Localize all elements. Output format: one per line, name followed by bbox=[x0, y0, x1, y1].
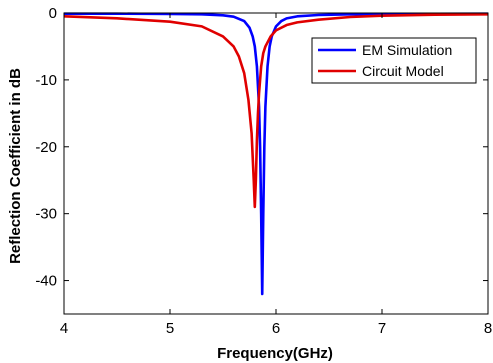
x-tick-label: 6 bbox=[272, 320, 280, 337]
y-tick-label: -40 bbox=[35, 273, 57, 290]
x-tick-label: 4 bbox=[60, 320, 68, 337]
x-tick-label: 7 bbox=[378, 320, 386, 337]
legend-box bbox=[311, 37, 477, 84]
x-tick-label: 5 bbox=[166, 320, 174, 337]
x-tick-label: 8 bbox=[484, 320, 492, 337]
x-axis-label: Frequency(GHz) bbox=[217, 345, 333, 362]
y-tick-label: -10 bbox=[35, 72, 57, 89]
y-axis-label: Reflection Coefficient in dB bbox=[7, 68, 24, 264]
y-tick-label: -30 bbox=[35, 206, 57, 223]
legend-entry-label: EM Simulation bbox=[362, 42, 452, 58]
y-tick-label: 0 bbox=[49, 5, 57, 22]
legend: EM Simulation Circuit Model bbox=[311, 37, 477, 84]
series-line-circuit-model bbox=[63, 13, 489, 209]
series-layer bbox=[63, 12, 489, 296]
axes-layer: 4 5 6 7 8 0 -10 -20 -30 -40 bbox=[35, 5, 492, 337]
series-line-em-simulation bbox=[64, 12, 489, 296]
legend-entry-label: Circuit Model bbox=[362, 63, 444, 79]
y-tick-label: -20 bbox=[35, 139, 57, 156]
